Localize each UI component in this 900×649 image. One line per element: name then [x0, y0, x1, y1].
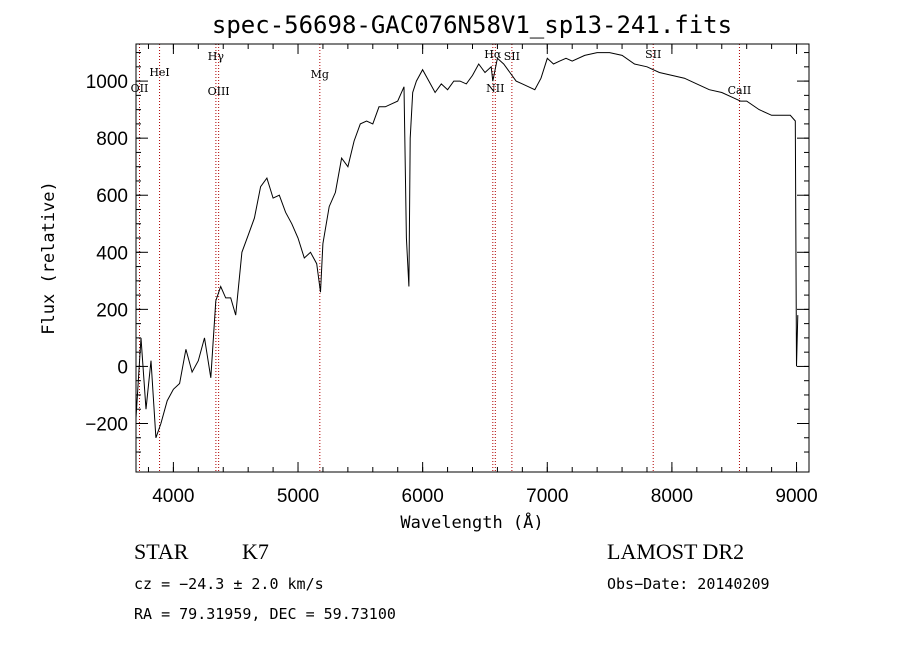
- line-label-oiii: OIII: [208, 85, 230, 98]
- y-tick-label: 400: [96, 243, 128, 264]
- line-label-caii: CaII: [728, 84, 752, 97]
- line-label-nii: NII: [486, 82, 504, 95]
- spectrum-line: [135, 52, 799, 438]
- x-tick-label: 7000: [526, 486, 568, 507]
- y-tick-label: 0: [117, 357, 128, 378]
- x-axis-label: Wavelength (Å): [400, 511, 543, 533]
- line-label-hγ: Hγ: [208, 50, 225, 63]
- coordinates: RA = 79.31959, DEC = 59.73100: [134, 605, 396, 623]
- y-tick-label: −200: [85, 414, 128, 435]
- survey-name: LAMOST DR2: [607, 539, 744, 564]
- object-subclass: K7: [242, 539, 269, 564]
- line-label-hei: HeI: [149, 66, 169, 79]
- line-label-hα: Hα: [484, 48, 502, 61]
- line-label-mg: Mg: [311, 68, 329, 81]
- plot-frame: [135, 43, 810, 473]
- line-label-oii: OII: [131, 82, 149, 95]
- x-axis-ticks: 4000 5000 6000 7000 8000 9000: [147, 44, 818, 507]
- line-markers: [138, 44, 740, 472]
- chart-title: spec-56698-GAC076N58V1_sp13-241.fits: [212, 11, 732, 39]
- y-tick-label: 200: [96, 300, 128, 321]
- object-class: STAR: [134, 539, 189, 564]
- line-label-sii: SII: [645, 48, 661, 61]
- y-tick-label: 800: [96, 129, 128, 150]
- y-tick-label: 600: [96, 186, 128, 207]
- y-tick-label: 1000: [86, 72, 128, 93]
- x-tick-label: 4000: [152, 486, 194, 507]
- observation-date: Obs−Date: 20140209: [607, 575, 770, 593]
- x-tick-label: 8000: [651, 486, 693, 507]
- x-tick-label: 6000: [402, 486, 444, 507]
- redshift-velocity: cz = −24.3 ± 2.0 km/s: [134, 575, 324, 593]
- x-tick-label: 5000: [277, 486, 319, 507]
- y-axis-label: Flux (relative): [39, 181, 59, 335]
- x-tick-label: 9000: [775, 486, 817, 507]
- y-axis-ticks: −200 0 200 400 600 800 1000: [85, 52, 809, 453]
- line-label-sii: SII: [504, 50, 520, 63]
